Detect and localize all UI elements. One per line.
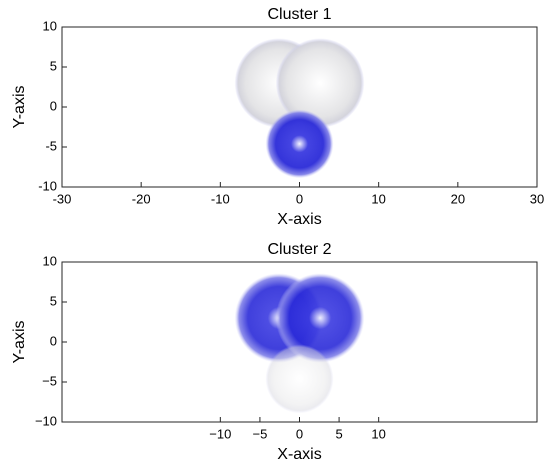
x-tick-label: -20 — [132, 191, 151, 206]
y-tick-label: 0 — [50, 98, 57, 113]
x-tick-label: 5 — [335, 426, 342, 441]
x-tick-label: -30 — [53, 191, 72, 206]
y-tick-label: −5 — [42, 373, 57, 388]
x-tick-label: −5 — [253, 426, 268, 441]
x-tick-label: 0 — [296, 191, 303, 206]
x-tick-label: 10 — [371, 426, 385, 441]
chart-title: Cluster 2 — [267, 241, 331, 258]
y-tick-label: 0 — [50, 333, 57, 348]
y-tick-label: 5 — [50, 293, 57, 308]
x-tick-label: -10 — [211, 191, 230, 206]
chart-title: Cluster 1 — [267, 6, 331, 23]
x-tick-label: −10 — [209, 426, 231, 441]
y-axis-label: Y-axis — [11, 86, 28, 129]
x-tick-label: 10 — [371, 191, 385, 206]
x-axis-label: X-axis — [277, 446, 321, 463]
y-tick-label: -10 — [38, 178, 57, 193]
y-tick-label: 10 — [43, 18, 57, 33]
density-cloud — [234, 38, 365, 179]
x-tick-label: 30 — [530, 191, 544, 206]
y-tick-label: −10 — [35, 413, 57, 428]
cloud-blob — [275, 38, 365, 128]
x-tick-label: 20 — [451, 191, 465, 206]
density-cloud — [234, 273, 365, 414]
cloud-blob — [265, 344, 334, 414]
y-tick-label: 5 — [50, 58, 57, 73]
cloud-blob — [265, 109, 334, 179]
y-tick-label: -5 — [45, 138, 57, 153]
y-axis-label: Y-axis — [11, 321, 28, 364]
y-tick-label: 10 — [43, 253, 57, 268]
x-axis-label: X-axis — [277, 211, 321, 228]
x-tick-label: 0 — [296, 426, 303, 441]
cloud-blob — [275, 273, 365, 363]
